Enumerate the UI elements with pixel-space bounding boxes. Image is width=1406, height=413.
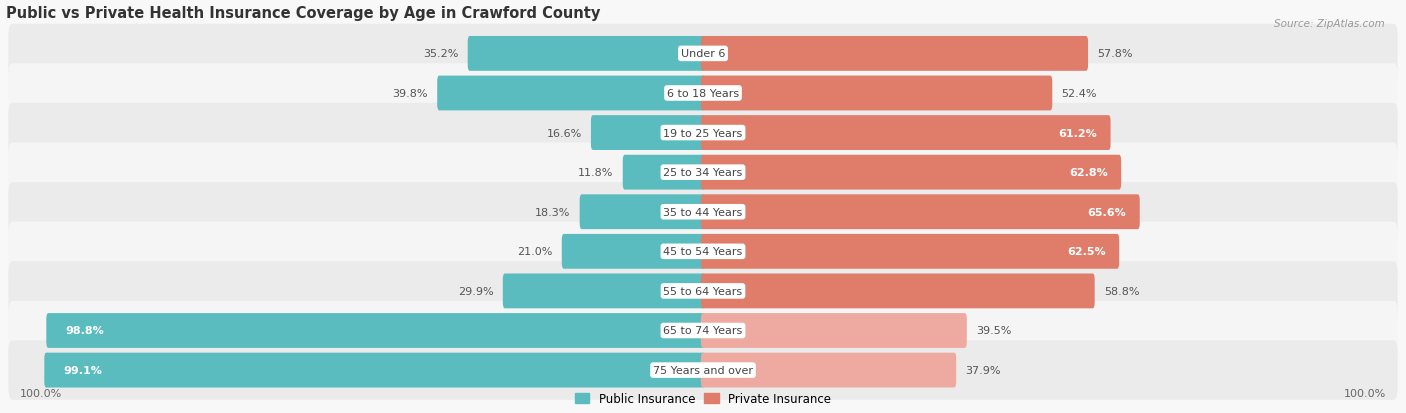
Text: 35.2%: 35.2% — [423, 49, 458, 59]
Text: 99.1%: 99.1% — [63, 365, 103, 375]
Text: 62.5%: 62.5% — [1067, 247, 1107, 257]
FancyBboxPatch shape — [702, 234, 1119, 269]
FancyBboxPatch shape — [702, 155, 1121, 190]
FancyBboxPatch shape — [46, 313, 704, 348]
FancyBboxPatch shape — [562, 234, 704, 269]
FancyBboxPatch shape — [8, 222, 1398, 281]
FancyBboxPatch shape — [468, 37, 704, 71]
Text: 57.8%: 57.8% — [1097, 49, 1133, 59]
FancyBboxPatch shape — [503, 274, 704, 309]
Text: 58.8%: 58.8% — [1104, 286, 1139, 296]
FancyBboxPatch shape — [8, 183, 1398, 242]
Text: Public vs Private Health Insurance Coverage by Age in Crawford County: Public vs Private Health Insurance Cover… — [6, 5, 600, 21]
Text: 16.6%: 16.6% — [547, 128, 582, 138]
Text: 75 Years and over: 75 Years and over — [652, 365, 754, 375]
Text: 55 to 64 Years: 55 to 64 Years — [664, 286, 742, 296]
FancyBboxPatch shape — [8, 261, 1398, 321]
Text: 21.0%: 21.0% — [517, 247, 553, 257]
Text: Source: ZipAtlas.com: Source: ZipAtlas.com — [1274, 19, 1385, 28]
FancyBboxPatch shape — [8, 25, 1398, 84]
Text: 35 to 44 Years: 35 to 44 Years — [664, 207, 742, 217]
FancyBboxPatch shape — [8, 143, 1398, 202]
FancyBboxPatch shape — [437, 76, 704, 111]
FancyBboxPatch shape — [8, 301, 1398, 360]
FancyBboxPatch shape — [45, 353, 704, 387]
Text: 61.2%: 61.2% — [1059, 128, 1097, 138]
FancyBboxPatch shape — [702, 353, 956, 387]
FancyBboxPatch shape — [702, 274, 1095, 309]
Text: 39.8%: 39.8% — [392, 89, 429, 99]
Legend: Public Insurance, Private Insurance: Public Insurance, Private Insurance — [571, 388, 835, 410]
Text: 29.9%: 29.9% — [458, 286, 494, 296]
Text: 11.8%: 11.8% — [578, 168, 613, 178]
FancyBboxPatch shape — [8, 341, 1398, 400]
Text: Under 6: Under 6 — [681, 49, 725, 59]
FancyBboxPatch shape — [702, 195, 1140, 230]
Text: 25 to 34 Years: 25 to 34 Years — [664, 168, 742, 178]
Text: 62.8%: 62.8% — [1069, 168, 1108, 178]
FancyBboxPatch shape — [702, 116, 1111, 151]
FancyBboxPatch shape — [623, 155, 704, 190]
FancyBboxPatch shape — [702, 37, 1088, 71]
Text: 52.4%: 52.4% — [1062, 89, 1097, 99]
FancyBboxPatch shape — [8, 104, 1398, 163]
Text: 65 to 74 Years: 65 to 74 Years — [664, 326, 742, 336]
FancyBboxPatch shape — [591, 116, 704, 151]
Text: 37.9%: 37.9% — [966, 365, 1001, 375]
Text: 19 to 25 Years: 19 to 25 Years — [664, 128, 742, 138]
Text: 65.6%: 65.6% — [1088, 207, 1126, 217]
Text: 39.5%: 39.5% — [976, 326, 1011, 336]
Text: 6 to 18 Years: 6 to 18 Years — [666, 89, 740, 99]
Text: 45 to 54 Years: 45 to 54 Years — [664, 247, 742, 257]
Text: 18.3%: 18.3% — [536, 207, 571, 217]
FancyBboxPatch shape — [702, 313, 967, 348]
Text: 100.0%: 100.0% — [1344, 388, 1386, 398]
FancyBboxPatch shape — [702, 76, 1052, 111]
Text: 98.8%: 98.8% — [65, 326, 104, 336]
Text: 100.0%: 100.0% — [20, 388, 62, 398]
FancyBboxPatch shape — [8, 64, 1398, 123]
FancyBboxPatch shape — [579, 195, 704, 230]
